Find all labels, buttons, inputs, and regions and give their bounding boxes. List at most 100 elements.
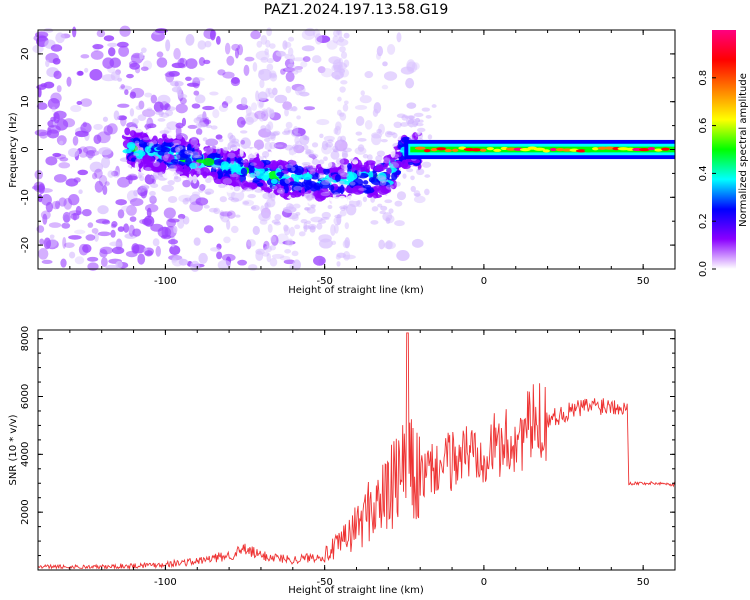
heatmap-cell [98, 174, 108, 187]
heatmap-cell [362, 196, 368, 203]
heatmap-cell [144, 166, 152, 171]
heatmap-cell [160, 234, 172, 240]
heatmap-cell [117, 209, 125, 219]
heatmap-cell [316, 35, 331, 44]
heatmap-cell [339, 86, 346, 93]
heatmap-cell [389, 162, 400, 169]
heatmap-cell [332, 145, 339, 153]
heatmap-cell [274, 94, 288, 104]
heatmap-cell [163, 151, 170, 159]
heatmap-cell [305, 195, 316, 200]
heatmap-cell [101, 256, 108, 267]
heatmap-cell [300, 186, 306, 197]
heatmap-cell [203, 146, 209, 152]
heatmap-cell [410, 185, 416, 192]
colorbar-tick-label: 0.0 [698, 261, 709, 277]
heatmap-cell [327, 204, 333, 210]
heatmap-cell [394, 200, 403, 207]
heatmap-cell [293, 132, 301, 138]
heatmap-cell [382, 61, 388, 67]
heatmap-cell [378, 239, 385, 250]
heatmap-cell [209, 139, 215, 146]
heatmap-cell [184, 197, 192, 202]
heatmap-cell [470, 148, 482, 152]
heatmap-cell [193, 90, 200, 96]
heatmap-cell [254, 170, 261, 177]
heatmap-cell [111, 246, 125, 255]
heatmap-cell [43, 81, 55, 89]
heatmap-cell [313, 255, 326, 266]
heatmap-cell [240, 137, 251, 149]
heatmap-cell [178, 194, 193, 203]
heatmap-cell [194, 94, 206, 104]
heatmap-cell [205, 191, 211, 195]
heatmap-cell [279, 178, 289, 187]
heatmap-cell [36, 102, 48, 110]
heatmap-cell [267, 223, 273, 233]
heatmap-cell [381, 84, 389, 90]
heatmap-cell [258, 101, 264, 108]
heatmap-cell [359, 95, 372, 104]
y-tick-label: 2000 [20, 499, 31, 524]
heatmap-cell [222, 71, 235, 79]
heatmap-cell [34, 129, 49, 137]
heatmap-cell [193, 237, 201, 246]
heatmap-cell [411, 238, 424, 248]
heatmap-cell [129, 130, 137, 137]
heatmap-cell [93, 134, 102, 145]
heatmap-cell [203, 204, 210, 209]
heatmap-cell [173, 176, 182, 183]
heatmap-cell [225, 95, 233, 104]
heatmap-cell [296, 115, 301, 120]
heatmap-cell [414, 193, 422, 197]
heatmap-cell [366, 154, 373, 161]
heatmap-cell [277, 164, 284, 171]
heatmap-cell [176, 86, 182, 96]
colorbar-tick-label: 0.6 [698, 118, 709, 134]
heatmap-cell [376, 150, 386, 157]
heatmap-cell [285, 239, 290, 246]
heatmap-cell [377, 185, 390, 195]
heatmap-cell [493, 148, 502, 152]
heatmap-cell [309, 168, 316, 175]
heatmap-cell [276, 171, 285, 177]
y-tick-label: 20 [20, 48, 31, 61]
heatmap-cell [240, 139, 246, 145]
heatmap-cell [307, 165, 317, 172]
heatmap-cell [214, 183, 226, 188]
heatmap-cell [51, 106, 56, 113]
heatmap-cell [300, 61, 308, 68]
heatmap-cell [102, 116, 109, 122]
heatmap-cell [41, 259, 53, 265]
heatmap-cell [392, 153, 400, 159]
heatmap-cell [49, 234, 55, 239]
colorbar-tick-label: 0.8 [698, 70, 709, 86]
heatmap-cell [126, 141, 136, 149]
colorbar-tick-label: 0.2 [698, 213, 709, 229]
heatmap-cell [185, 33, 195, 46]
heatmap-cell [48, 222, 62, 228]
heatmap-cell [386, 167, 392, 175]
heatmap-cell [161, 184, 174, 192]
heatmap-cell [313, 182, 321, 190]
heatmap-cell [424, 174, 431, 178]
heatmap-cell [216, 251, 223, 260]
heatmap-cell [87, 222, 94, 228]
heatmap-cell [215, 35, 221, 45]
heatmap-cell [167, 138, 179, 143]
heatmap-cell [317, 66, 326, 74]
heatmap-cell [54, 153, 67, 160]
chart-title: PAZ1.2024.197.13.58.G19 [264, 2, 449, 18]
heatmap-cell [135, 105, 144, 111]
heatmap-cell [400, 66, 415, 75]
heatmap-cell [306, 206, 316, 214]
heatmap-cell [334, 74, 341, 81]
heatmap-cell [327, 139, 334, 143]
heatmap-cell [256, 143, 264, 149]
heatmap-cell [303, 106, 316, 111]
heatmap-cell [111, 221, 118, 228]
heatmap-cell [410, 175, 415, 181]
heatmap-cell [168, 164, 178, 172]
heatmap-cell [373, 166, 385, 172]
heatmap-cell [320, 217, 330, 221]
